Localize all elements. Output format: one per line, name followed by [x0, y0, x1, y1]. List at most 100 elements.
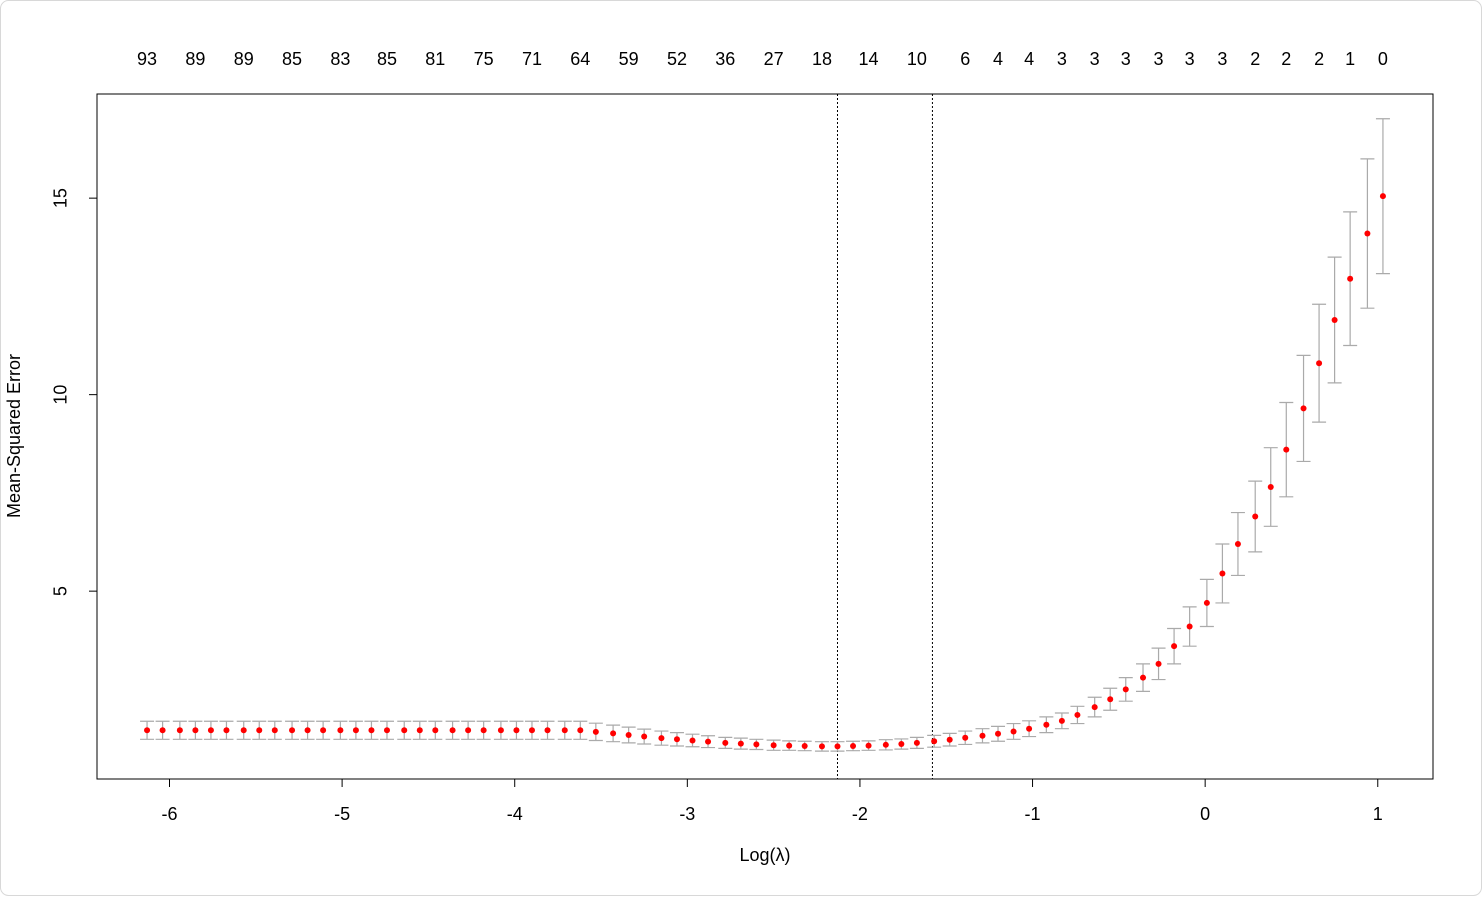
top-axis-label: 3: [1090, 49, 1100, 69]
point: [1107, 696, 1114, 703]
point: [786, 742, 793, 749]
point: [256, 727, 263, 734]
y-tick-label: 10: [51, 385, 71, 405]
point: [1010, 728, 1017, 735]
point: [1316, 360, 1323, 367]
top-axis-label: 89: [234, 49, 254, 69]
x-tick-label: -2: [852, 804, 868, 824]
point: [625, 731, 632, 738]
point: [722, 739, 729, 746]
x-tick-label: -5: [334, 804, 350, 824]
point: [289, 727, 296, 734]
point: [1091, 704, 1098, 711]
top-axis-label: 64: [570, 49, 590, 69]
x-tick-label: -3: [679, 804, 695, 824]
top-axis-label: 6: [960, 49, 970, 69]
x-tick-label: -1: [1025, 804, 1041, 824]
point: [801, 742, 808, 749]
point: [497, 727, 504, 734]
point: [480, 727, 487, 734]
x-tick-label: -6: [161, 804, 177, 824]
top-axis-label: 3: [1217, 49, 1227, 69]
point: [320, 727, 327, 734]
point: [946, 736, 953, 743]
point: [592, 728, 599, 735]
point: [1058, 717, 1065, 724]
top-axis-label: 27: [764, 49, 784, 69]
point: [383, 727, 390, 734]
y-tick-label: 5: [51, 586, 71, 596]
point: [192, 727, 199, 734]
point: [513, 727, 520, 734]
point: [1379, 193, 1386, 200]
x-axis-label: Log(λ): [739, 845, 790, 865]
x-tick-label: 0: [1200, 804, 1210, 824]
y-axis-label: Mean-Squared Error: [4, 354, 24, 518]
top-axis-label: 85: [282, 49, 302, 69]
point: [1267, 484, 1274, 491]
point: [1043, 721, 1050, 728]
point: [673, 736, 680, 743]
point: [818, 743, 825, 750]
top-axis-label: 85: [377, 49, 397, 69]
top-axis-label: 3: [1121, 49, 1131, 69]
point: [1140, 674, 1147, 681]
top-axis-label: 10: [907, 49, 927, 69]
point: [898, 741, 905, 748]
top-axis-label: 2: [1314, 49, 1324, 69]
x-tick-label: -4: [507, 804, 523, 824]
top-axis-label: 83: [330, 49, 350, 69]
point: [865, 742, 872, 749]
point: [1171, 643, 1178, 650]
point: [1252, 513, 1259, 520]
point: [368, 727, 375, 734]
point: [544, 727, 551, 734]
top-axis-label: 93: [137, 49, 157, 69]
point: [1026, 725, 1033, 732]
top-axis-label: 59: [619, 49, 639, 69]
point: [449, 727, 456, 734]
point: [577, 727, 584, 734]
y-tick-label: 15: [51, 188, 71, 208]
top-axis-label: 89: [185, 49, 205, 69]
point: [401, 727, 408, 734]
top-axis-label: 3: [1057, 49, 1067, 69]
point: [737, 740, 744, 747]
point: [176, 727, 183, 734]
plot-frame: [96, 93, 1434, 780]
point: [223, 727, 230, 734]
top-axis-label: 71: [522, 49, 542, 69]
x-tick-label: 1: [1373, 804, 1383, 824]
top-axis-label: 0: [1378, 49, 1388, 69]
point: [528, 727, 535, 734]
point: [1300, 405, 1307, 412]
point: [882, 741, 889, 748]
point: [207, 727, 214, 734]
top-axis-label: 2: [1281, 49, 1291, 69]
point: [1234, 540, 1241, 547]
top-axis-label: 4: [993, 49, 1003, 69]
top-axis-label: 4: [1024, 49, 1034, 69]
point: [962, 734, 969, 741]
point: [1155, 660, 1162, 667]
point: [144, 727, 151, 734]
point: [1219, 570, 1226, 577]
top-axis-label: 2: [1250, 49, 1260, 69]
point: [1122, 686, 1129, 693]
top-axis-label: 3: [1185, 49, 1195, 69]
point: [432, 727, 439, 734]
point: [753, 741, 760, 748]
point: [995, 730, 1002, 737]
point: [913, 739, 920, 746]
top-axis-label: 52: [667, 49, 687, 69]
point: [304, 727, 311, 734]
point: [1283, 446, 1290, 453]
point: [770, 742, 777, 749]
point: [689, 737, 696, 744]
point: [931, 738, 938, 745]
top-axis-label: 3: [1154, 49, 1164, 69]
point: [271, 727, 278, 734]
point: [979, 732, 986, 739]
